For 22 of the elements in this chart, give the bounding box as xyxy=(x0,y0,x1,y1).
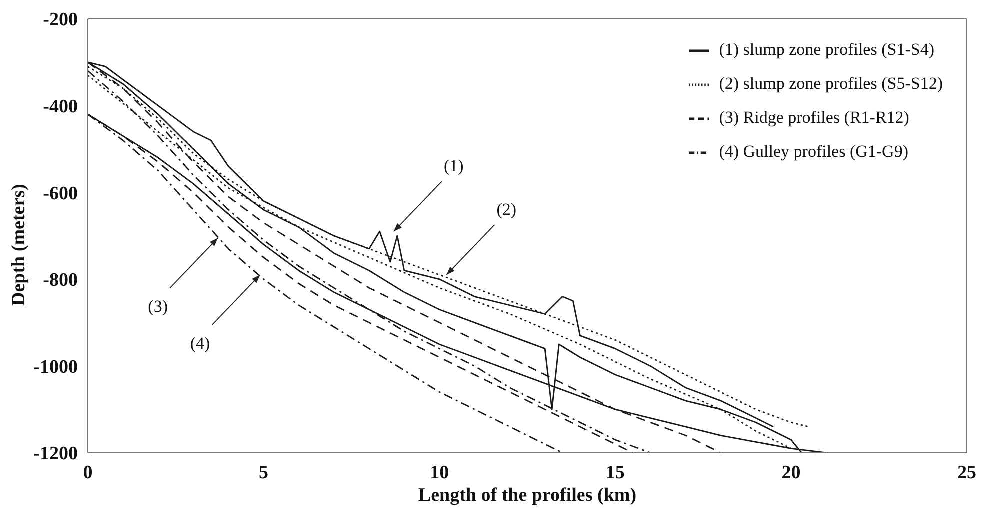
legend-label: (1) slump zone profiles (S1-S4) xyxy=(719,40,934,59)
x-tick-label: 0 xyxy=(83,462,93,484)
y-axis-title: Depth (meters) xyxy=(8,184,30,306)
x-tick-label: 20 xyxy=(782,462,801,484)
annotation: (2) xyxy=(496,200,517,220)
annotation: (4) xyxy=(190,334,210,354)
y-tick-label: -200 xyxy=(43,10,78,31)
legend-label: (4) Gulley profiles (G1-G9) xyxy=(719,142,908,161)
y-tick-label: -800 xyxy=(43,270,78,292)
y-tick-label: -1000 xyxy=(34,356,78,378)
legend-label: (3) Ridge profiles (R1-R12) xyxy=(719,108,910,127)
y-tick-label: -400 xyxy=(43,96,78,118)
x-tick-label: 5 xyxy=(259,462,269,484)
y-tick-label: -600 xyxy=(43,183,78,204)
x-axis-title: Length of the profiles (km) xyxy=(418,485,637,506)
x-tick-label: 15 xyxy=(606,462,625,484)
annotation: (3) xyxy=(148,297,168,316)
x-tick-label: 25 xyxy=(958,462,976,484)
legend-label: (2) slump zone profiles (S5-S12) xyxy=(719,74,943,93)
x-tick-label: 10 xyxy=(430,462,450,484)
annotation: (1) xyxy=(444,156,464,176)
y-tick-label: -1200 xyxy=(34,444,78,465)
